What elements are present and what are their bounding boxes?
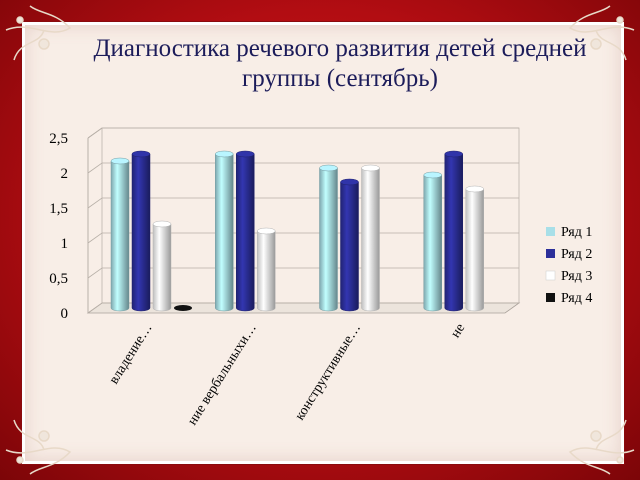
x-axis-labels: владение… ние вербальныхи… конструктивные…… xyxy=(107,321,469,428)
bar-Ряд 1-владение… xyxy=(110,157,130,312)
bar-body xyxy=(152,223,172,312)
bar-Ряд 3-ние вербальныхи… xyxy=(257,227,276,312)
bar-cap xyxy=(257,227,276,235)
x-category-label: владение… xyxy=(107,321,156,387)
bar-cap xyxy=(236,150,255,158)
gridline xyxy=(87,197,519,209)
y-tick-label: 1 xyxy=(61,236,69,252)
bar-Ряд 4-владение… xyxy=(174,305,192,311)
ornament-bottom-right xyxy=(568,419,635,475)
x-category-label: ние вербальныхи… xyxy=(185,321,260,428)
gridline xyxy=(87,127,519,139)
x-category-label: не xyxy=(448,321,468,341)
bar-body xyxy=(465,188,484,312)
gridline xyxy=(87,162,519,174)
bar-cap xyxy=(423,171,442,179)
legend-swatch xyxy=(546,227,555,236)
bar-cap xyxy=(174,305,192,311)
bar-cap xyxy=(319,164,338,172)
bar-Ряд 2-владение… xyxy=(131,150,151,312)
bar-Ряд 3-конструктивные… xyxy=(361,164,380,312)
y-tick-label: 0,5 xyxy=(49,271,68,287)
bar-Ряд 1-не xyxy=(423,171,442,312)
gridline xyxy=(87,267,519,279)
legend-swatch xyxy=(546,293,555,302)
bar-cap xyxy=(152,220,172,228)
bar-Ряд 3-не xyxy=(465,185,484,312)
bar-body xyxy=(257,230,276,312)
bar-Ряд 1-ние вербальныхи… xyxy=(215,150,234,312)
ornament-top-right xyxy=(568,5,635,61)
bar-body xyxy=(110,160,130,312)
gridline xyxy=(87,232,519,244)
y-tick-label: 2 xyxy=(61,166,69,182)
bar-cap xyxy=(361,164,380,172)
y-tick-label: 0 xyxy=(61,306,69,322)
ornament-bottom-left xyxy=(5,419,72,475)
bar-body xyxy=(340,181,359,312)
bar-cap xyxy=(465,185,484,193)
bar-body xyxy=(444,153,463,312)
y-tick-label: 1,5 xyxy=(49,201,68,217)
y-axis-ticks: 0 0,5 1 1,5 2 2,5 xyxy=(49,131,68,322)
bar-body xyxy=(215,153,234,312)
bar-Ряд 2-конструктивные… xyxy=(340,178,359,312)
bar-cap xyxy=(340,178,359,186)
bar-cap xyxy=(110,157,130,165)
gridline xyxy=(87,302,519,314)
bar-Ряд 2-ние вербальныхи… xyxy=(236,150,255,312)
legend: Ряд 1 Ряд 2 Ряд 3 Ряд 4 xyxy=(545,225,592,306)
legend-swatch xyxy=(546,249,555,258)
x-category-label: конструктивные… xyxy=(293,321,364,423)
bars xyxy=(110,150,484,312)
legend-label: Ряд 1 xyxy=(561,225,592,240)
legend-label: Ряд 2 xyxy=(561,247,592,262)
slide-title: Диагностика речевого развития детей сред… xyxy=(93,35,587,92)
bar-body xyxy=(361,167,380,312)
bar-cap xyxy=(215,150,234,158)
legend-swatch xyxy=(545,270,556,281)
bar-body xyxy=(319,167,338,312)
gridlines xyxy=(87,127,519,314)
y-tick-label: 2,5 xyxy=(49,131,68,147)
bar-cap xyxy=(131,150,151,158)
legend-label: Ряд 4 xyxy=(561,291,592,306)
bar-body xyxy=(131,153,151,312)
bar-Ряд 2-не xyxy=(444,150,463,312)
bar-cap xyxy=(444,150,463,158)
ornament-top-left xyxy=(5,5,72,61)
bar-Ряд 3-владение… xyxy=(152,220,172,312)
legend-label: Ряд 3 xyxy=(561,269,592,284)
bar-body xyxy=(236,153,255,312)
bar-body xyxy=(423,174,442,312)
bar-Ряд 1-конструктивные… xyxy=(319,164,338,312)
